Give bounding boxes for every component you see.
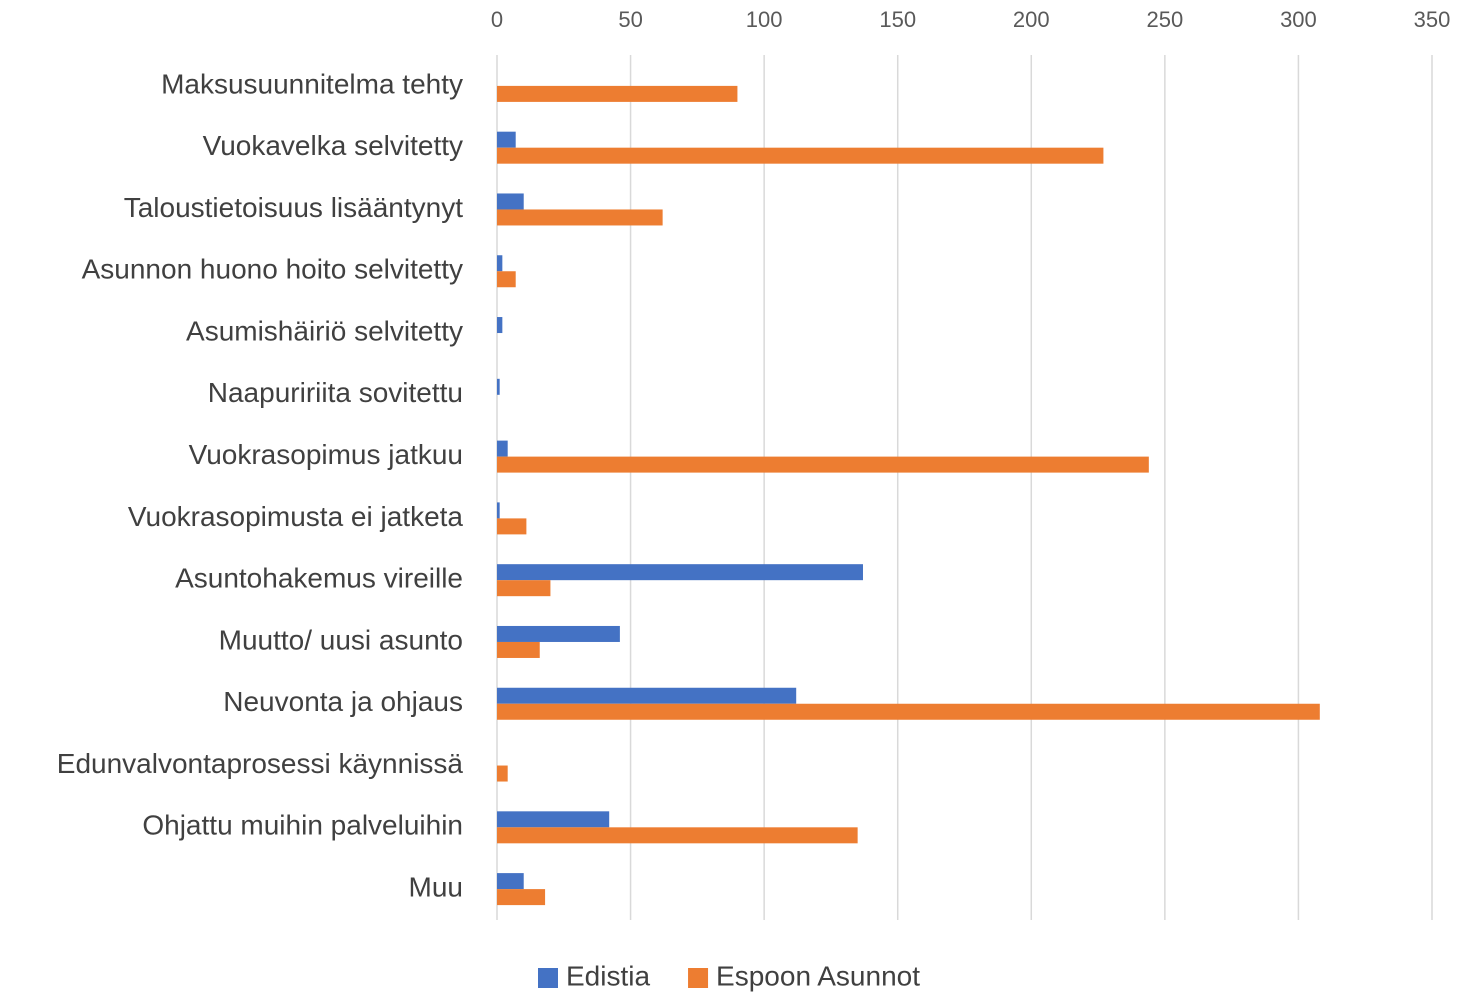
bar bbox=[497, 378, 500, 395]
bar bbox=[497, 209, 663, 226]
bar bbox=[497, 641, 540, 658]
category-label: Edunvalvontaprosessi käynnissä bbox=[57, 748, 464, 779]
legend-swatch bbox=[688, 968, 709, 988]
bar bbox=[497, 873, 524, 890]
legend-swatch bbox=[538, 968, 558, 988]
category-label: Vuokrasopimusta ei jatketa bbox=[128, 501, 464, 532]
x-tick-label: 350 bbox=[1414, 7, 1451, 32]
bar bbox=[497, 456, 1149, 473]
bar bbox=[497, 811, 610, 828]
category-label: Vuokrasopimus jatkuu bbox=[189, 439, 463, 470]
bar bbox=[497, 687, 797, 704]
legend-label: Espoon Asunnot bbox=[716, 960, 920, 991]
x-tick-label: 50 bbox=[618, 7, 642, 32]
bar bbox=[497, 564, 863, 581]
x-tick-label: 250 bbox=[1146, 7, 1183, 32]
category-label: Taloustietoisuus lisääntynyt bbox=[124, 192, 464, 223]
category-label: Asumishäiriö selvitetty bbox=[186, 315, 463, 346]
x-tick-label: 200 bbox=[1013, 7, 1050, 32]
bar bbox=[497, 193, 524, 210]
x-tick-label: 0 bbox=[491, 7, 503, 32]
category-label: Asunnon huono hoito selvitetty bbox=[82, 254, 463, 285]
bar bbox=[497, 580, 551, 597]
x-tick-label: 150 bbox=[879, 7, 916, 32]
bar bbox=[497, 827, 858, 844]
bar bbox=[497, 703, 1320, 720]
bar bbox=[497, 889, 546, 906]
legend-label: Edistia bbox=[566, 960, 650, 991]
bar bbox=[497, 85, 738, 102]
bar bbox=[497, 131, 516, 148]
category-label: Maksusuunnitelma tehty bbox=[161, 68, 463, 99]
x-tick-label: 100 bbox=[746, 7, 783, 32]
category-label: Vuokavelka selvitetty bbox=[203, 130, 463, 161]
bar bbox=[497, 765, 508, 782]
category-label: Asuntohakemus vireille bbox=[175, 563, 463, 594]
category-label: Muutto/ uusi asunto bbox=[219, 624, 463, 655]
bar bbox=[497, 625, 620, 642]
bar bbox=[497, 317, 503, 334]
bar bbox=[497, 255, 503, 272]
category-label: Neuvonta ja ohjaus bbox=[223, 686, 463, 717]
category-label: Muu bbox=[409, 871, 463, 902]
bar bbox=[497, 271, 516, 288]
bar bbox=[497, 440, 508, 457]
bar bbox=[497, 518, 527, 535]
category-label: Ohjattu muihin palveluihin bbox=[142, 810, 463, 841]
x-tick-label: 300 bbox=[1280, 7, 1317, 32]
bar bbox=[497, 147, 1104, 164]
category-label: Naapuririita sovitettu bbox=[208, 377, 463, 408]
bar bbox=[497, 502, 500, 519]
